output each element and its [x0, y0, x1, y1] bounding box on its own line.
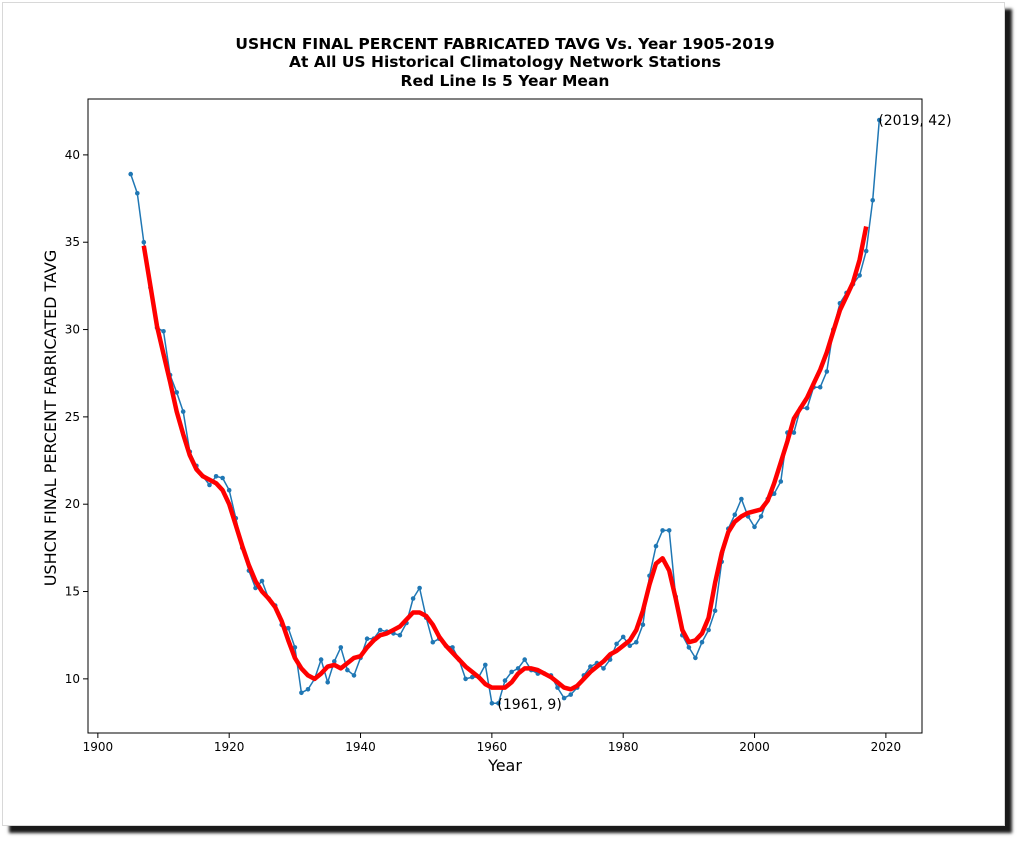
data-point — [496, 701, 501, 706]
data-point — [364, 636, 370, 641]
data-point — [483, 662, 488, 668]
data-point — [207, 482, 212, 488]
data-point — [699, 639, 705, 645]
chart-title: USHCN FINAL PERCENT FABRICATED TAVG Vs. … — [235, 35, 774, 90]
y-axis: 10 15 20 25 30 35 40 — [65, 148, 88, 686]
chart-title-line-3: Red Line Is 5 Year Mean — [401, 72, 610, 90]
data-point — [824, 369, 830, 374]
data-point — [732, 512, 738, 517]
annotations: (1961, 9) (2019, 42) — [497, 113, 951, 713]
data-point — [305, 687, 311, 692]
data-point — [752, 524, 757, 530]
data-point — [502, 678, 508, 683]
data-point — [693, 655, 698, 661]
data-point — [778, 479, 784, 484]
x-tick-label: 1960 — [477, 740, 508, 754]
y-tick-label: 10 — [65, 672, 80, 686]
x-tick-label: 1920 — [214, 740, 245, 754]
y-axis-label: USHCN FINAL PERCENT FABRICATED TAVG — [41, 250, 60, 587]
data-point — [804, 405, 810, 411]
data-point — [758, 514, 764, 519]
data-point — [332, 659, 337, 664]
data-point — [877, 117, 882, 123]
data-point — [522, 657, 527, 662]
data-point — [601, 666, 606, 671]
series-line-5-year-mean — [141, 226, 869, 692]
x-axis-label: Year — [487, 756, 522, 775]
annotation-label: (2019, 42) — [878, 113, 951, 129]
data-point — [686, 645, 692, 650]
data-point — [213, 474, 219, 479]
data-point — [817, 384, 823, 390]
data-point — [338, 645, 344, 650]
series-layer — [128, 117, 882, 706]
data-point — [653, 543, 659, 549]
data-point — [220, 475, 225, 481]
data-point — [561, 695, 567, 701]
x-tick-label: 2020 — [871, 740, 902, 754]
x-tick-label: 1940 — [345, 740, 376, 754]
data-point — [712, 608, 718, 613]
data-point — [634, 639, 639, 645]
data-point — [259, 578, 265, 584]
data-point — [397, 632, 403, 638]
data-point — [174, 390, 179, 395]
data-point — [857, 273, 862, 278]
data-point — [430, 639, 436, 645]
data-point — [299, 690, 304, 696]
data-point — [141, 239, 147, 245]
data-point — [640, 622, 646, 627]
data-point — [555, 685, 560, 690]
chart-title-line-2: At All US Historical Climatology Network… — [289, 53, 721, 71]
data-point — [666, 528, 672, 533]
plot-area — [87, 98, 923, 734]
y-tick-label: 20 — [65, 497, 80, 511]
data-point — [489, 701, 495, 706]
data-point — [660, 528, 665, 533]
x-tick-label: 1980 — [608, 740, 639, 754]
data-point — [161, 329, 166, 334]
data-point — [463, 676, 468, 682]
data-point — [180, 409, 186, 414]
y-tick-label: 30 — [65, 323, 80, 337]
data-point — [286, 625, 291, 631]
data-point — [318, 657, 324, 662]
data-point — [469, 674, 475, 680]
data-point — [627, 643, 633, 648]
y-tick-label: 40 — [65, 148, 80, 162]
data-point — [128, 171, 133, 177]
x-tick-label: 1900 — [83, 740, 114, 754]
x-axis: 1900 1920 1940 1960 1980 2000 2020 — [83, 733, 902, 754]
y-tick-label: 25 — [65, 410, 80, 424]
data-point — [706, 627, 711, 633]
data-point — [226, 487, 232, 493]
data-point — [614, 641, 619, 647]
data-point — [791, 430, 797, 435]
data-point — [417, 585, 422, 591]
data-point — [135, 191, 140, 196]
data-point — [515, 666, 521, 671]
data-point — [863, 248, 869, 254]
data-point — [870, 198, 875, 203]
x-tick-label: 2000 — [739, 740, 770, 754]
data-point — [345, 667, 350, 673]
data-point — [509, 669, 514, 675]
data-point — [739, 496, 744, 502]
annotation-label: (1961, 9) — [497, 697, 561, 713]
data-point — [568, 692, 573, 697]
data-point — [588, 664, 593, 669]
data-point — [620, 634, 626, 640]
y-tick-label: 15 — [65, 585, 80, 599]
data-point — [410, 596, 416, 601]
y-tick-label: 35 — [65, 235, 80, 249]
data-point — [377, 627, 383, 633]
data-point — [351, 673, 357, 678]
data-point — [325, 680, 331, 685]
chart-title-line-1: USHCN FINAL PERCENT FABRICATED TAVG Vs. … — [235, 35, 774, 53]
